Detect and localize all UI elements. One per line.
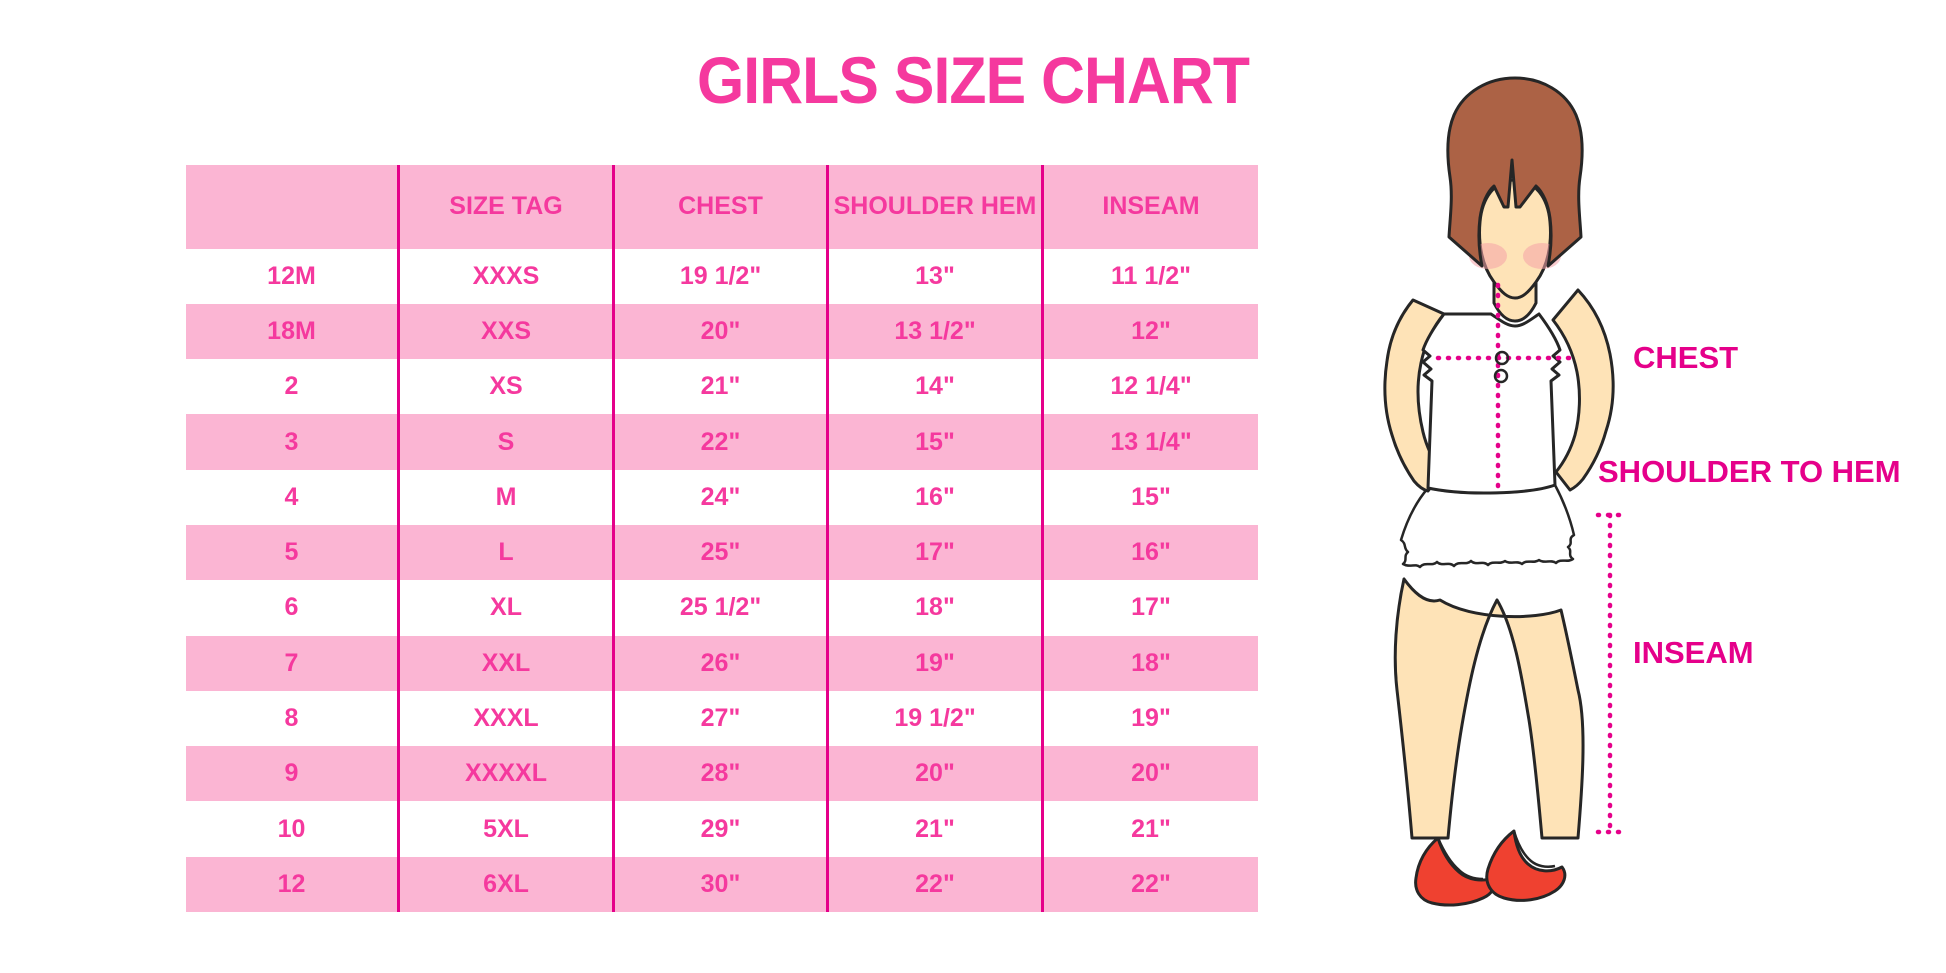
svg-text:SHOULDER TO HEM: SHOULDER TO HEM xyxy=(1598,454,1901,489)
svg-text:CHEST: CHEST xyxy=(1633,340,1738,375)
svg-text:INSEAM: INSEAM xyxy=(1633,635,1754,670)
